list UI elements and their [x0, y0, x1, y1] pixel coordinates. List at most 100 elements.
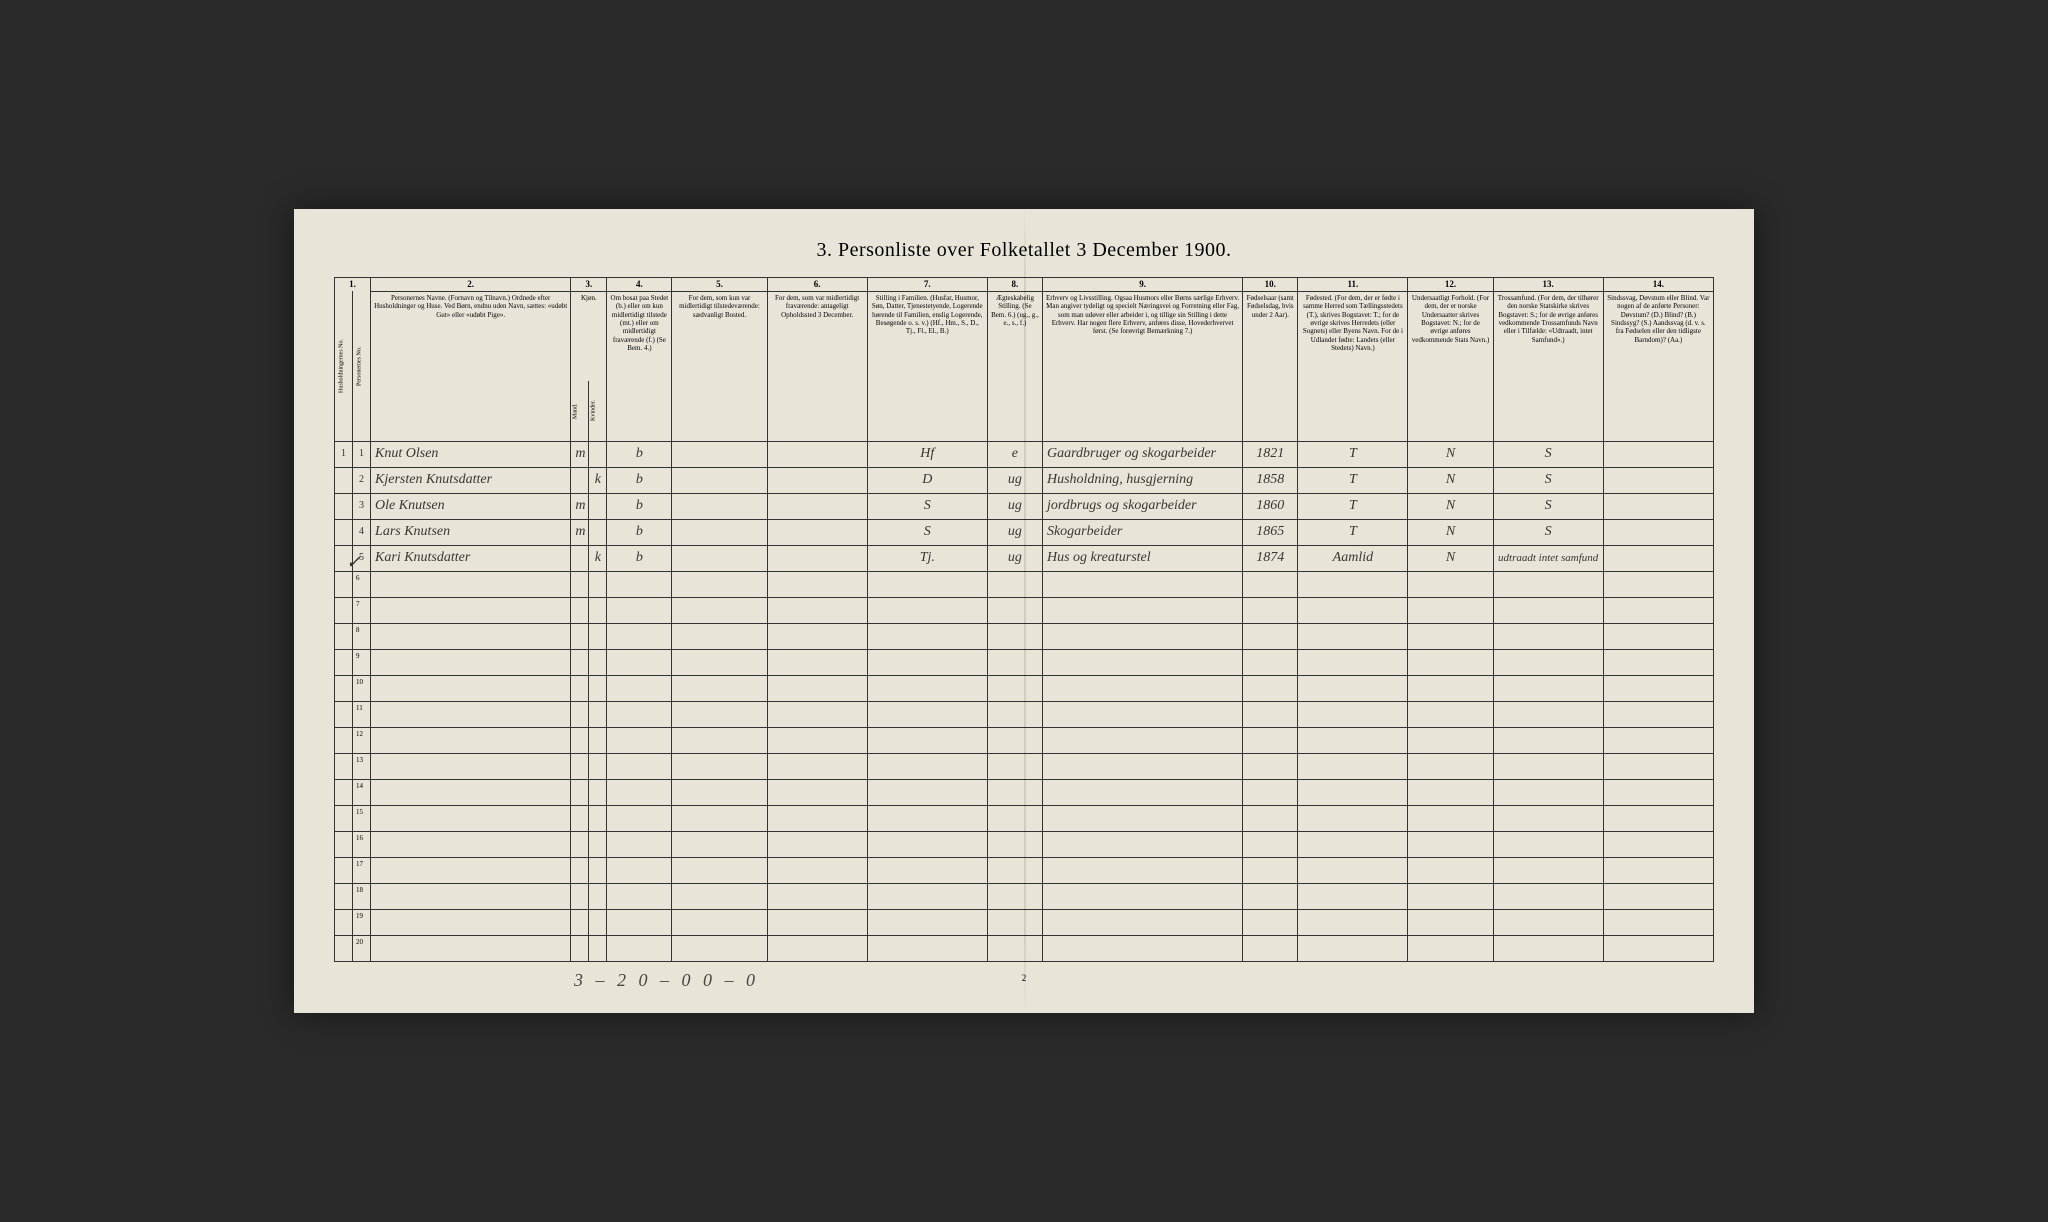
table-row: 4 Lars Knutsen m b S ug Skogarbeider 186…	[335, 519, 1714, 545]
cell-household-no	[335, 467, 353, 493]
cell-household-no	[335, 857, 353, 883]
cell-occupation	[1042, 805, 1242, 831]
cell-birthyear	[1243, 805, 1298, 831]
cell-sex-m	[571, 779, 589, 805]
cell-birthyear	[1243, 857, 1298, 883]
header-marital: Ægteskabelig Stilling. (Se Bem. 6.) (ug.…	[987, 291, 1042, 441]
cell-occupation	[1042, 857, 1242, 883]
header-nationality: Undersaatligt Forhold. (For dem, der er …	[1408, 291, 1493, 441]
cell-birthyear	[1243, 831, 1298, 857]
cell-marital	[987, 935, 1042, 961]
cell-residence	[607, 779, 672, 805]
cell-disability	[1603, 519, 1713, 545]
cell-occupation	[1042, 779, 1242, 805]
cell-marital	[987, 779, 1042, 805]
col-num-8: 8.	[987, 278, 1042, 292]
cell-marital: ug	[987, 493, 1042, 519]
cell-person-no: ✓5	[353, 545, 371, 571]
cell-religion	[1493, 805, 1603, 831]
col-num-14: 14.	[1603, 278, 1713, 292]
cell-name: Ole Knutsen	[371, 493, 571, 519]
cell-temp-present	[672, 805, 767, 831]
cell-residence	[607, 571, 672, 597]
cell-residence	[607, 753, 672, 779]
cell-birthplace	[1298, 779, 1408, 805]
cell-marital	[987, 805, 1042, 831]
cell-birthyear	[1243, 597, 1298, 623]
cell-name	[371, 701, 571, 727]
cell-residence	[607, 727, 672, 753]
cell-occupation: Husholdning, husgjerning	[1042, 467, 1242, 493]
cell-birthplace	[1298, 675, 1408, 701]
cell-residence	[607, 649, 672, 675]
cell-birthplace	[1298, 727, 1408, 753]
cell-religion	[1493, 701, 1603, 727]
cell-household-no	[335, 623, 353, 649]
table-body: 1 1 Knut Olsen m b Hf e Gaardbruger og s…	[335, 441, 1714, 961]
cell-marital	[987, 701, 1042, 727]
cell-sex-k	[589, 753, 607, 779]
table-row: 8	[335, 623, 1714, 649]
table-row: 17	[335, 857, 1714, 883]
cell-religion: S	[1493, 493, 1603, 519]
cell-temp-present	[672, 701, 767, 727]
col-num-10: 10.	[1243, 278, 1298, 292]
cell-religion	[1493, 831, 1603, 857]
cell-family-pos	[867, 623, 987, 649]
cell-temp-present	[672, 441, 767, 467]
cell-disability	[1603, 467, 1713, 493]
cell-birthplace: T	[1298, 467, 1408, 493]
cell-birthplace	[1298, 883, 1408, 909]
cell-disability	[1603, 753, 1713, 779]
cell-disability	[1603, 545, 1713, 571]
table-row: 13	[335, 753, 1714, 779]
cell-birthplace	[1298, 909, 1408, 935]
header-birthplace: Fødested. (For dem, der er fødte i samme…	[1298, 291, 1408, 441]
cell-name: Kjersten Knutsdatter	[371, 467, 571, 493]
cell-religion: udtraadt intet samfund	[1493, 545, 1603, 571]
cell-temp-present	[672, 649, 767, 675]
cell-sex-k	[589, 857, 607, 883]
cell-person-no: 14	[353, 779, 371, 805]
cell-family-pos	[867, 701, 987, 727]
col-num-7: 7.	[867, 278, 987, 292]
cell-occupation	[1042, 909, 1242, 935]
census-document: 3. Personliste over Folketallet 3 Decemb…	[294, 209, 1754, 1013]
cell-sex-m	[571, 857, 589, 883]
cell-temp-absent	[767, 545, 867, 571]
col-num-2: 2.	[371, 278, 571, 292]
cell-name	[371, 883, 571, 909]
cell-household-no	[335, 519, 353, 545]
cell-household-no	[335, 753, 353, 779]
cell-nationality: N	[1408, 441, 1493, 467]
cell-household-no	[335, 831, 353, 857]
cell-nationality	[1408, 805, 1493, 831]
cell-birthplace	[1298, 649, 1408, 675]
cell-name	[371, 909, 571, 935]
header-names: Personernes Navne. (Fornavn og Tilnavn.)…	[371, 291, 571, 441]
cell-sex-k	[589, 571, 607, 597]
census-table: 1. 2. 3. 4. 5. 6. 7. 8. 9. 10. 11. 12. 1…	[334, 277, 1714, 962]
cell-family-pos: D	[867, 467, 987, 493]
cell-family-pos: Hf	[867, 441, 987, 467]
cell-temp-present	[672, 597, 767, 623]
cell-religion	[1493, 675, 1603, 701]
cell-disability	[1603, 623, 1713, 649]
header-residence: Om bosat paa Stedet (b.) eller om kun mi…	[607, 291, 672, 441]
cell-marital: ug	[987, 519, 1042, 545]
cell-sex-m	[571, 649, 589, 675]
cell-birthplace	[1298, 831, 1408, 857]
cell-occupation: Skogarbeider	[1042, 519, 1242, 545]
header-sex: Kjøn.	[571, 291, 607, 381]
table-row: 7	[335, 597, 1714, 623]
cell-sex-k: k	[589, 545, 607, 571]
table-row: 3 Ole Knutsen m b S ug jordbrugs og skog…	[335, 493, 1714, 519]
cell-disability	[1603, 597, 1713, 623]
cell-household-no	[335, 571, 353, 597]
cell-birthyear	[1243, 909, 1298, 935]
cell-person-no: 4	[353, 519, 371, 545]
cell-residence	[607, 935, 672, 961]
cell-sex-k	[589, 909, 607, 935]
cell-household-no	[335, 675, 353, 701]
cell-sex-m	[571, 909, 589, 935]
